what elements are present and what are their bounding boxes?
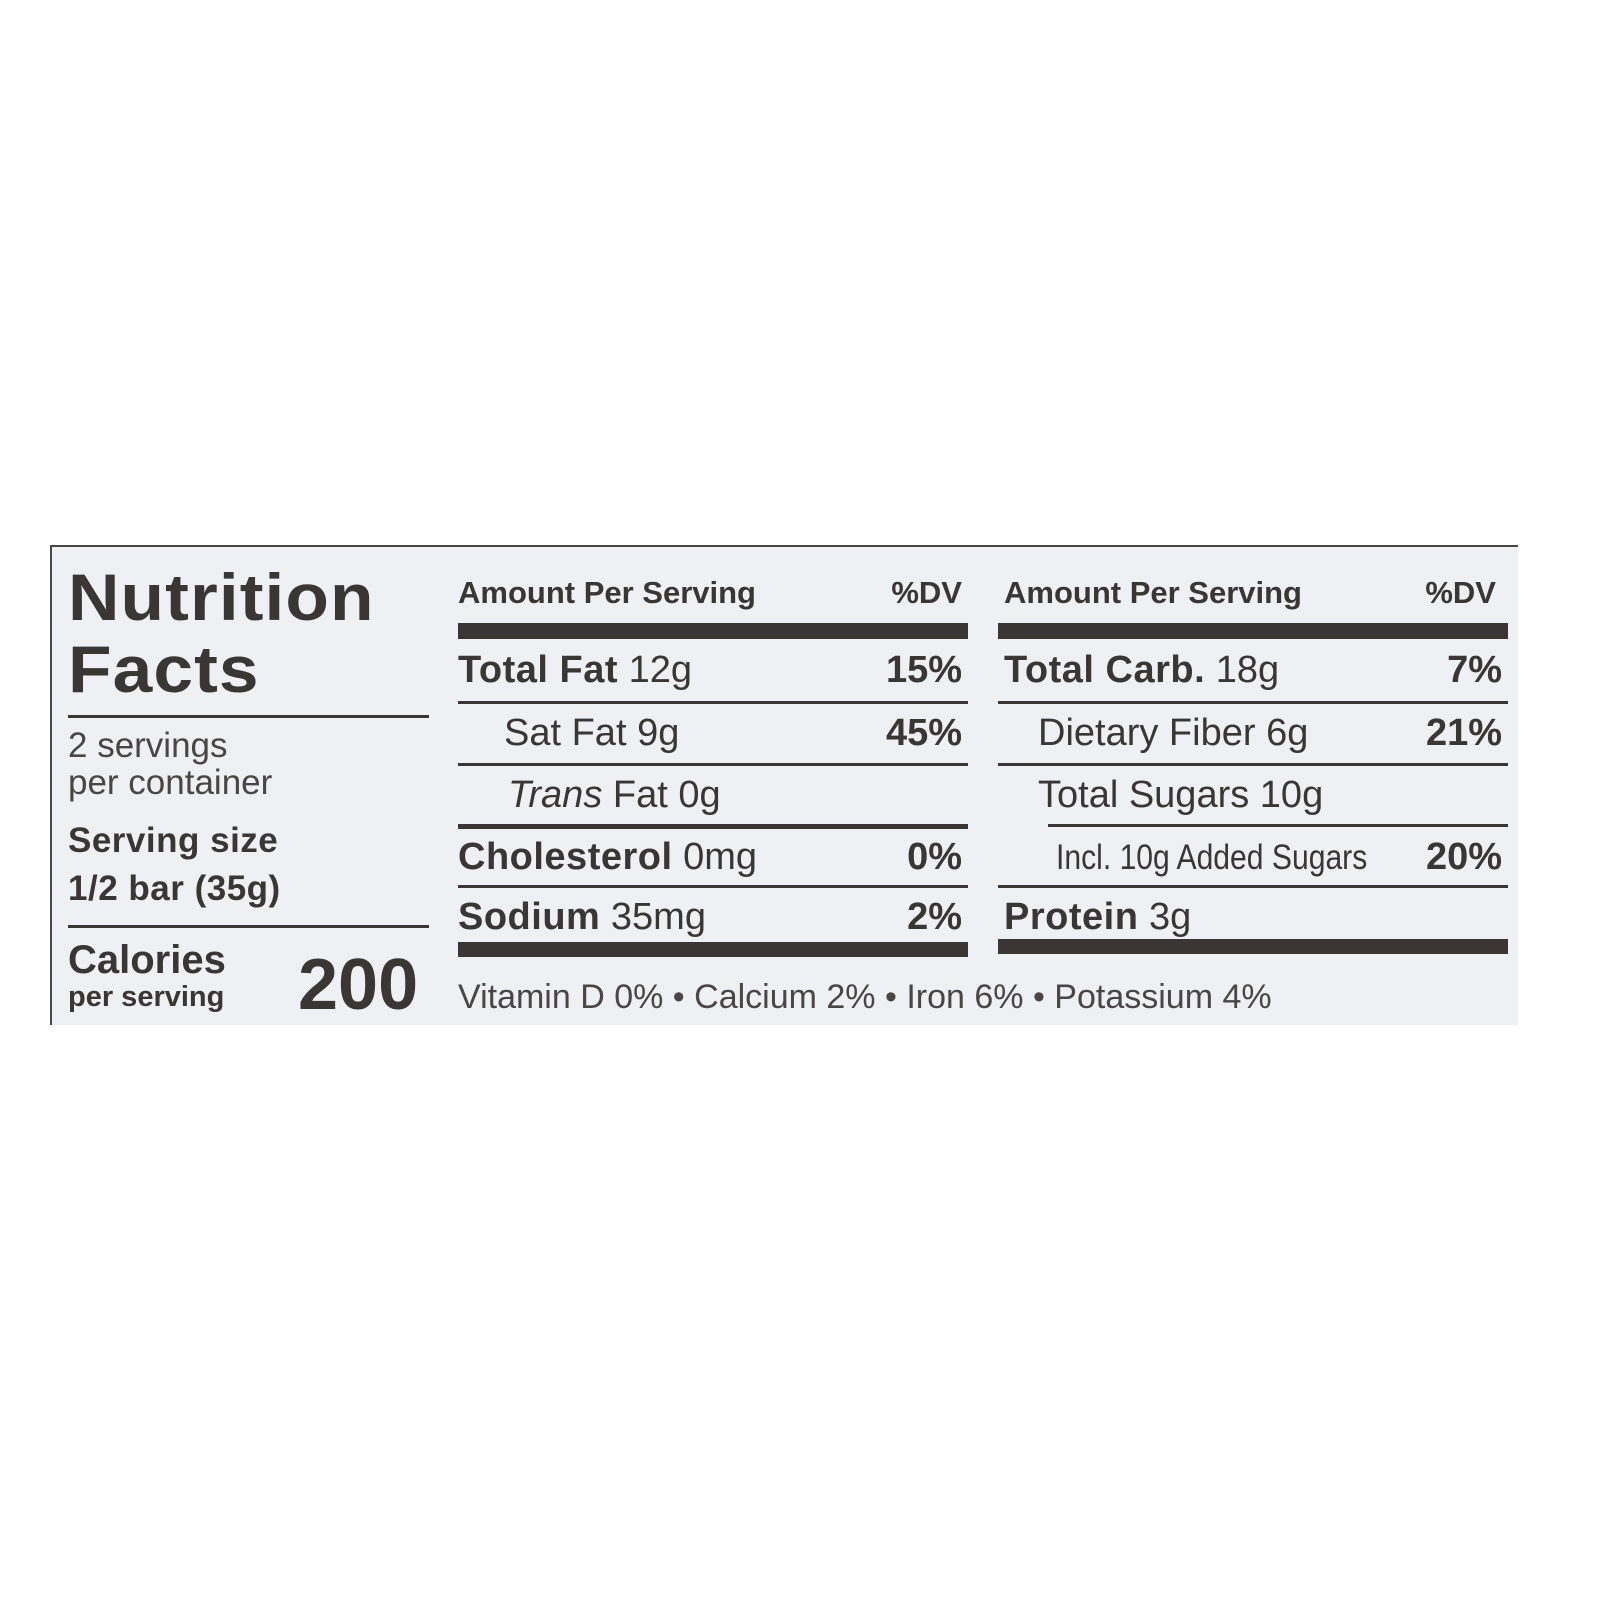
divider <box>998 763 1508 766</box>
nutrient-name: Total Carb. <box>1004 649 1206 691</box>
vitamins-minerals-footer: Vitamin D 0% • Calcium 2% • Iron 6% • Po… <box>458 978 1272 1016</box>
calories-label: Calories <box>68 938 226 982</box>
right-nutrient-table: Amount Per Serving %DV Total Carb. 18g 7… <box>998 547 1508 967</box>
nutrient-name: Total Sugars <box>1038 774 1250 816</box>
nutrient-row-sat-fat: Sat Fat 9g 45% <box>458 703 968 764</box>
nutrient-name: Cholesterol <box>458 836 673 878</box>
left-nutrient-table: Amount Per Serving %DV Total Fat 12g 15%… <box>458 547 968 967</box>
nutrient-row-protein: Protein 3g <box>998 887 1508 948</box>
nutrient-amount: 6g <box>1266 712 1309 754</box>
thick-bar <box>998 939 1508 954</box>
nutrient-amount: 9g <box>637 712 680 754</box>
title-line1: Nutrition <box>68 560 375 634</box>
nutrient-name: Sodium <box>458 896 601 938</box>
nutrient-amount: 3g <box>1148 896 1192 938</box>
header-amount: Amount Per Serving <box>1004 575 1302 610</box>
divider <box>68 715 429 718</box>
nutrient-amount: 12g <box>628 649 692 691</box>
servings-line2: per container <box>68 763 273 802</box>
serving-size-value: 1/2 bar (35g) <box>68 869 281 908</box>
divider <box>998 701 1508 704</box>
nutrient-name: Protein <box>1004 896 1139 938</box>
divider <box>458 763 968 766</box>
nutrient-name: Total Fat <box>458 649 619 691</box>
nutrient-row-trans-fat: Trans Fat 0g <box>458 765 968 826</box>
divider <box>998 885 1508 888</box>
nutrient-name: Sat Fat <box>504 712 627 754</box>
nutrient-row-added-sugars: Incl. 10g Added Sugars 20% <box>998 827 1508 888</box>
nutrient-row-sodium: Sodium 35mg 2% <box>458 887 968 948</box>
nutrient-row-total-fat: Total Fat 12g 15% <box>458 640 968 701</box>
nutrient-amount: 10g <box>1259 774 1324 816</box>
nutrient-row-total-sugars: Total Sugars 10g <box>998 765 1508 826</box>
serving-size-label: Serving size <box>68 821 279 860</box>
nutrient-dv: 20% <box>1425 836 1502 878</box>
calories-value: 200 <box>298 945 419 1025</box>
nutrient-dv: 0% <box>907 836 962 878</box>
nutrient-amount: 0g <box>678 774 721 816</box>
servings-line1: 2 servings <box>68 726 228 765</box>
nutrient-amount: 18g <box>1215 649 1280 691</box>
divider <box>458 885 968 888</box>
header-dv: %DV <box>891 575 962 610</box>
divider <box>1048 824 1508 827</box>
header-amount: Amount Per Serving <box>458 575 756 610</box>
divider <box>458 824 968 829</box>
nutrient-dv: 15% <box>885 649 962 691</box>
nutrient-row-dietary-fiber: Dietary Fiber 6g 21% <box>998 703 1508 764</box>
nutrient-dv: 2% <box>907 896 962 938</box>
nutrient-row-cholesterol: Cholesterol 0mg 0% <box>458 827 968 888</box>
nutrient-name: Dietary Fiber <box>1038 712 1256 754</box>
calories-sub: per serving <box>68 981 225 1013</box>
nutrient-row-total-carb: Total Carb. 18g 7% <box>998 640 1508 701</box>
thick-bar <box>998 623 1508 639</box>
nutrient-dv: 21% <box>1425 712 1502 754</box>
nutrient-dv: 45% <box>885 712 962 754</box>
nutrient-amount: 0mg <box>683 836 758 878</box>
divider <box>458 701 968 704</box>
nutrient-name: Incl. 10g Added Sugars <box>1056 838 1368 877</box>
nutrient-name: Trans <box>508 774 603 816</box>
divider <box>68 925 429 928</box>
title-line2: Facts <box>68 632 260 706</box>
thick-bar <box>458 942 968 957</box>
nutrient-amount: 35mg <box>610 896 706 938</box>
nutrient-name-rest: Fat <box>612 774 668 816</box>
thick-bar <box>458 623 968 639</box>
nutrient-dv: 7% <box>1447 649 1502 691</box>
header-dv: %DV <box>1425 575 1496 610</box>
nutrition-facts-panel: Nutrition Facts 2 servings per container… <box>50 545 1518 1025</box>
